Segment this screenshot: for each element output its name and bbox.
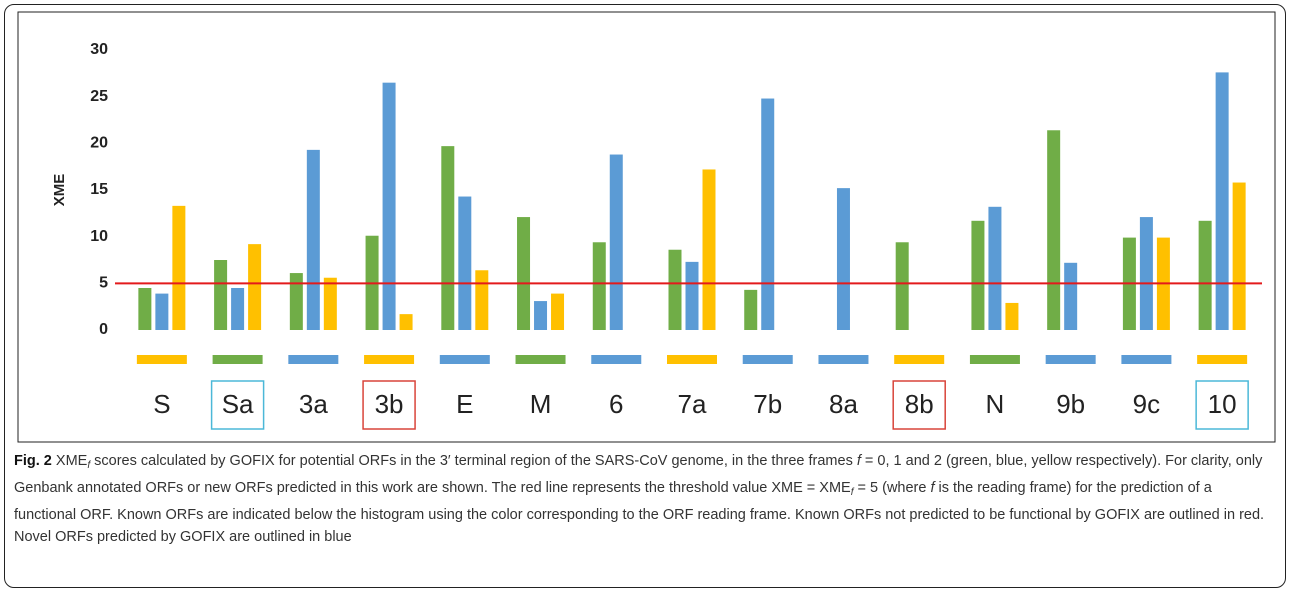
bar: [231, 288, 245, 330]
x-tick-label: 8a: [829, 389, 858, 419]
bar: [895, 242, 909, 330]
caption-text: scores calculated by GOFIX for potential…: [90, 453, 857, 469]
bar: [609, 154, 623, 330]
caption-text: f: [856, 453, 861, 469]
bar: [761, 98, 775, 331]
caption-text: = 0, 1 and 2 (green, blue, yellow respec…: [14, 453, 1263, 496]
x-tick-label: N: [986, 389, 1005, 419]
frame-indicator: [667, 355, 717, 364]
bar: [1232, 182, 1246, 330]
y-tick-label: 20: [90, 135, 108, 152]
bar: [685, 261, 699, 330]
frame-indicator: [439, 355, 490, 364]
bar: [744, 289, 758, 330]
bar: [668, 249, 682, 330]
frame-indicator: [1197, 355, 1248, 364]
bar: [592, 242, 606, 330]
bar: [289, 273, 303, 330]
x-tick-label: 7b: [753, 389, 782, 419]
frame-indicator: [212, 355, 263, 364]
x-tick-label: E: [456, 389, 473, 419]
frame-indicator: [1045, 355, 1096, 364]
x-tick-label: 10: [1208, 389, 1237, 419]
bar: [1005, 302, 1019, 330]
bar: [382, 82, 396, 331]
frame-indicator: [515, 355, 566, 364]
caption-text: f: [87, 460, 91, 471]
bar: [458, 196, 472, 330]
y-tick-label: 30: [90, 41, 108, 58]
y-axis-label: XME: [51, 174, 68, 207]
x-tick-label: 6: [609, 389, 623, 419]
caption-text: XME: [51, 453, 88, 469]
x-tick-label: 9b: [1056, 389, 1085, 419]
x-tick-label: 3b: [375, 389, 404, 419]
bar: [836, 188, 850, 330]
bar: [1064, 262, 1078, 330]
bar: [988, 206, 1002, 330]
bar: [248, 244, 262, 330]
caption-text: is the reading frame) for the prediction…: [14, 480, 1265, 545]
x-tick-label: Sa: [222, 389, 254, 419]
bar: [172, 205, 186, 330]
caption-text: = 5 (where: [853, 480, 931, 496]
bar: [517, 217, 531, 330]
x-tick-label: 7a: [678, 389, 707, 419]
bar: [1139, 217, 1153, 330]
bar: [702, 169, 716, 330]
bar: [1198, 220, 1212, 330]
frame-indicator: [894, 355, 945, 364]
caption-text: f: [850, 487, 854, 498]
frame-indicator: [818, 355, 869, 364]
orf-outline: [210, 380, 265, 430]
orf-outline: [362, 380, 416, 430]
bar: [551, 293, 565, 330]
y-tick-label: 5: [99, 275, 108, 292]
frame-indicator: [136, 355, 187, 364]
frame-indicator: [969, 355, 1020, 364]
frame-indicator: [591, 355, 642, 364]
x-tick-label: M: [530, 389, 552, 419]
caption-text: f: [930, 480, 935, 496]
bar: [1215, 72, 1229, 331]
orf-outline: [1195, 380, 1249, 430]
bar: [441, 146, 455, 330]
bar: [1047, 130, 1061, 330]
bar: [138, 288, 152, 330]
bar: [214, 260, 228, 330]
chart: XME 0 5 10 15 20 25 30 S Sa 3a 3b E M 6 7a 7b 8a 8b N 9b 9c 1…: [17, 11, 1276, 443]
bar: [306, 149, 320, 330]
x-tick-label: 8b: [905, 389, 934, 419]
y-tick-label: 15: [90, 181, 108, 198]
bar: [155, 293, 169, 330]
frame-indicator: [364, 355, 415, 364]
bar: [475, 270, 489, 330]
bar: [399, 314, 413, 330]
frame-indicator: [742, 355, 793, 364]
frame-indicator: [1121, 355, 1172, 364]
bar: [323, 277, 337, 330]
y-tick-label: 25: [90, 88, 108, 105]
x-tick-label: 3a: [299, 389, 328, 419]
x-tick-label: S: [153, 389, 170, 419]
frame-indicator: [288, 355, 339, 364]
chart-frame: [17, 11, 1276, 443]
x-tick-label: 9c: [1133, 389, 1160, 419]
orf-outline: [892, 380, 946, 430]
bar: [534, 301, 548, 330]
figure-frame: [4, 4, 1286, 588]
y-tick-label: 0: [99, 321, 108, 338]
caption-text: Fig. 2: [14, 453, 52, 469]
y-tick-label: 10: [90, 228, 108, 245]
caption: Fig. 2 XMEf scores calculated by GOFIX f…: [14, 450, 1276, 548]
bar: [971, 220, 985, 330]
